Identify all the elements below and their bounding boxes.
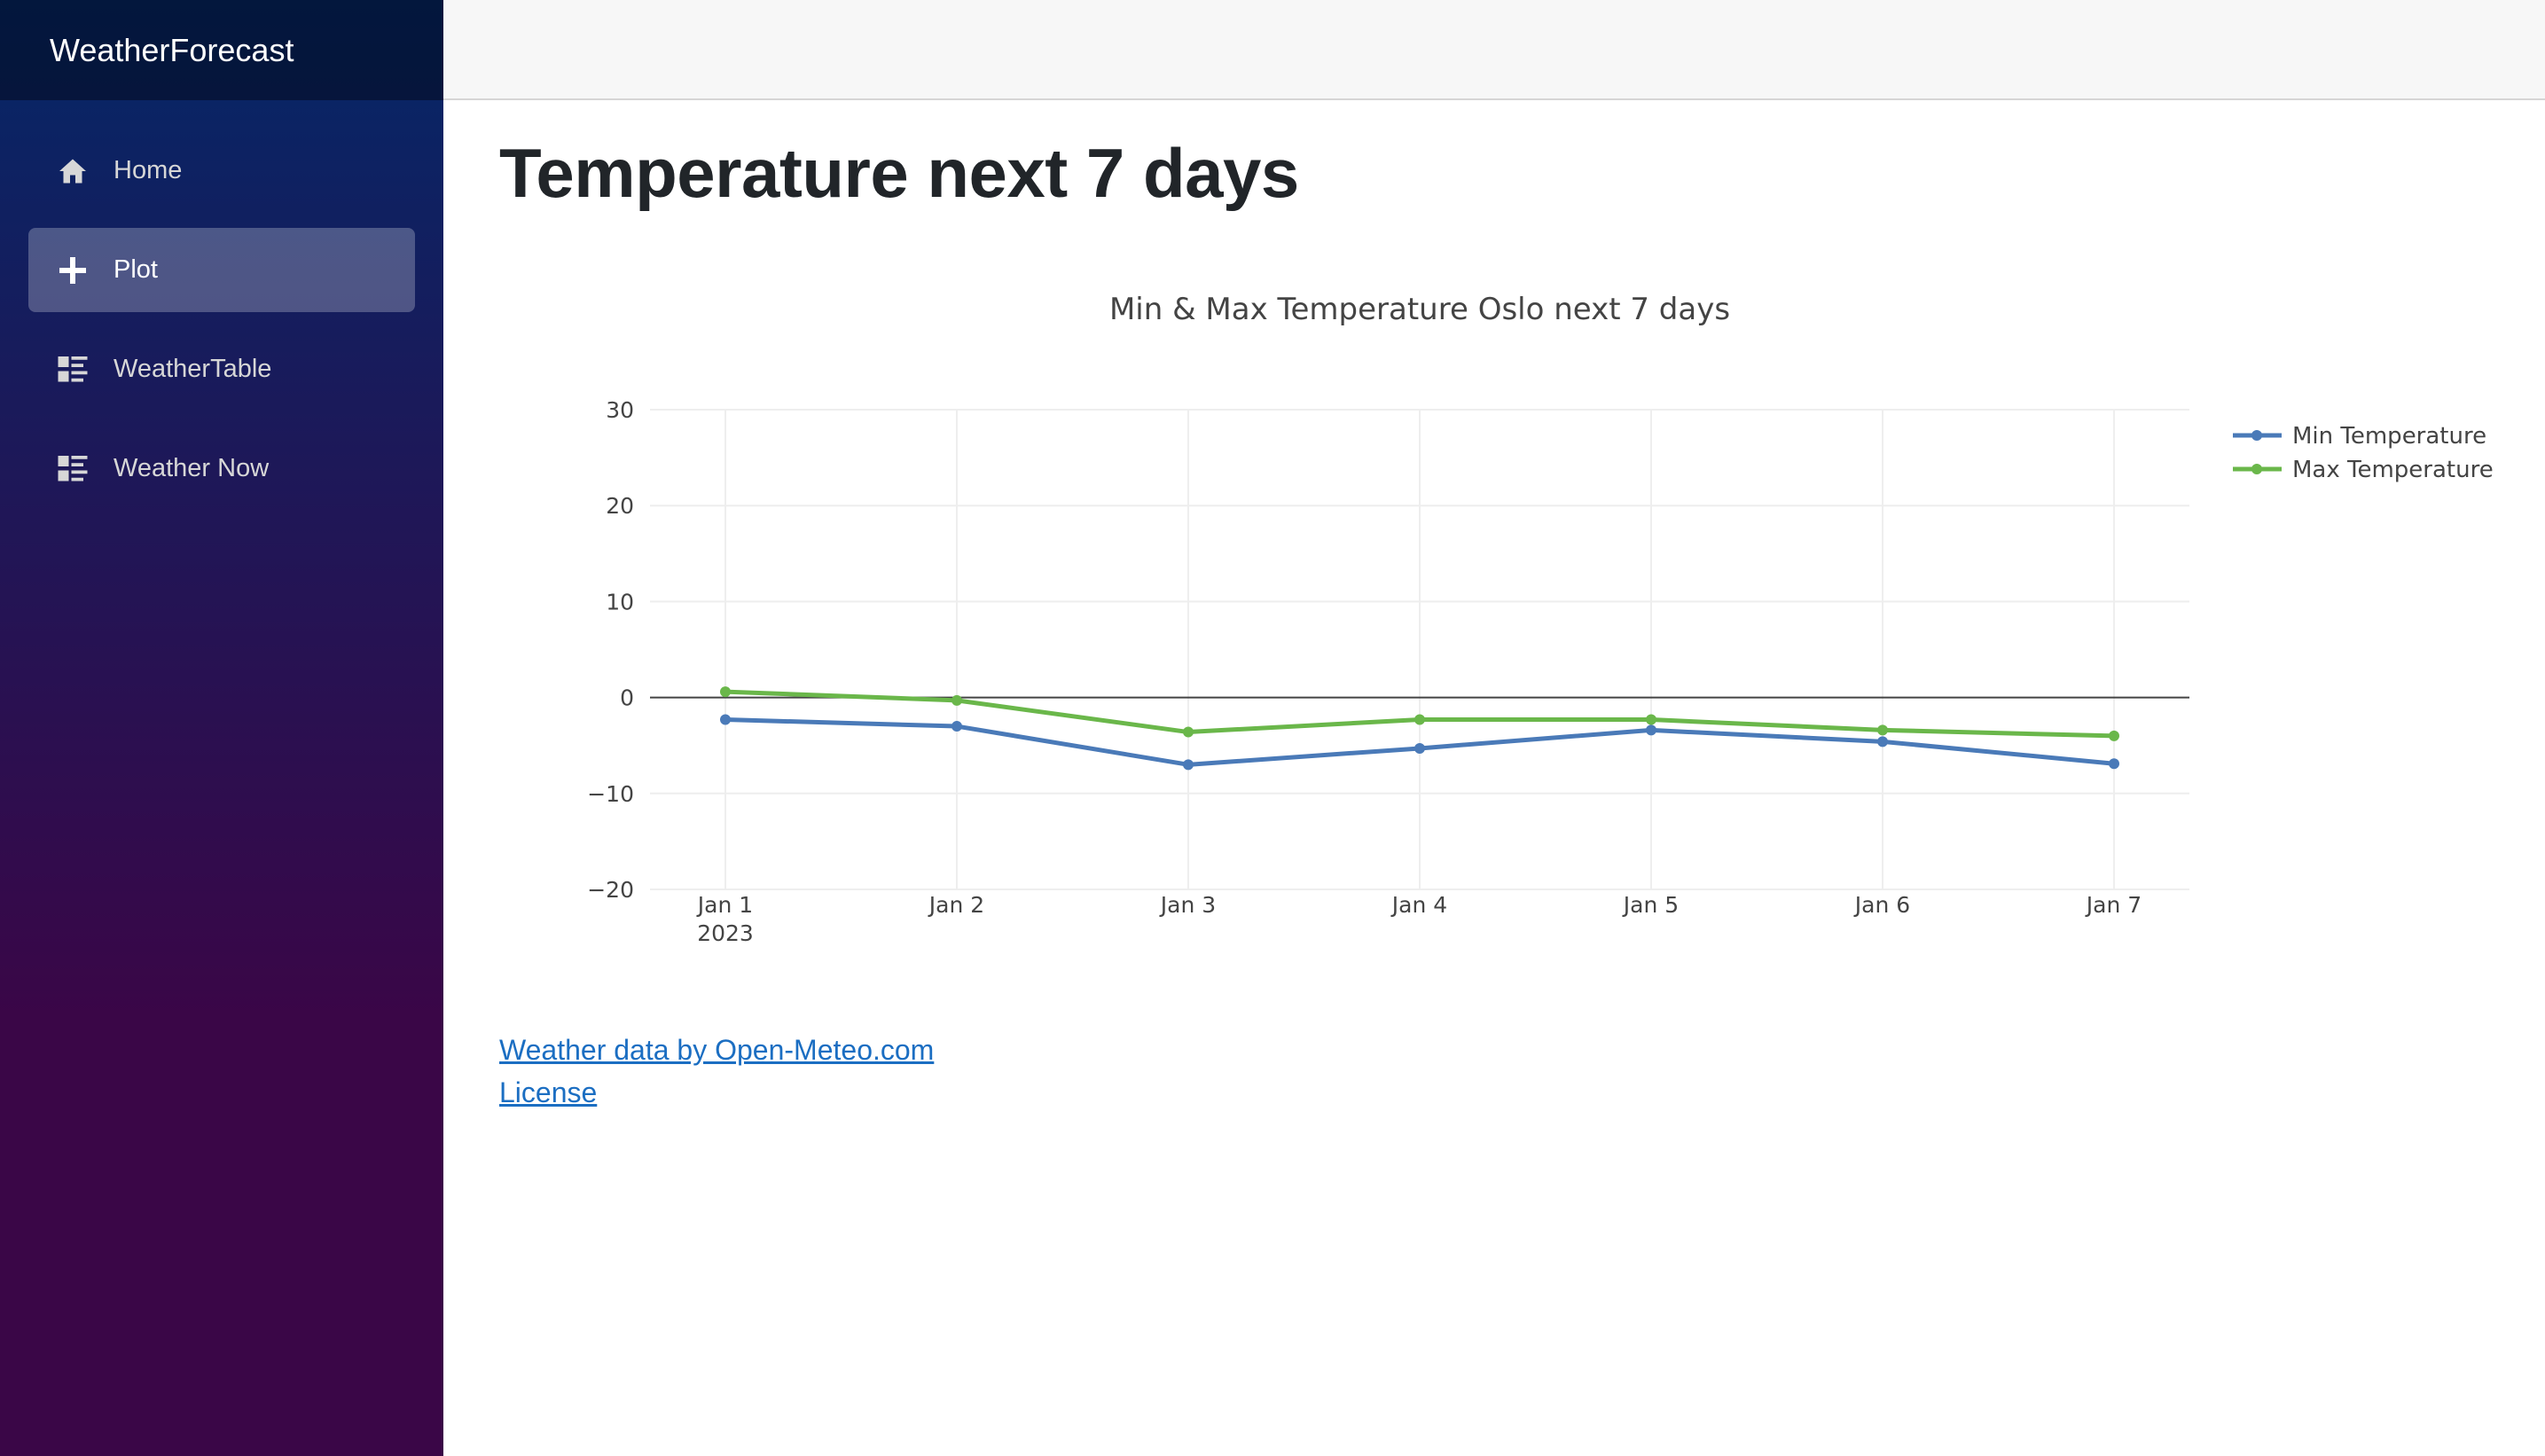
chart-svg: Min & Max Temperature Oslo next 7 days 30…: [587, 292, 2494, 946]
x-tick-label: Jan 2: [928, 892, 984, 918]
sidebar-item-plot[interactable]: Plot: [28, 228, 415, 312]
sidebar-item-home[interactable]: Home: [28, 129, 415, 213]
data-point[interactable]: [720, 686, 731, 698]
sidebar: WeatherForecast Home Plot WeatherTable: [0, 0, 443, 1456]
footer-links: Weather data by Open-Meteo.com License: [499, 1029, 934, 1114]
data-point[interactable]: [1646, 724, 1656, 736]
y-tick-label: 30: [606, 397, 634, 423]
license-link[interactable]: License: [499, 1076, 598, 1108]
open-meteo-link[interactable]: Weather data by Open-Meteo.com: [499, 1034, 935, 1066]
list-icon: [55, 352, 90, 387]
legend-marker: [2251, 430, 2262, 441]
data-point[interactable]: [951, 694, 962, 706]
y-tick-label: −20: [587, 877, 634, 903]
chart-title: Min & Max Temperature Oslo next 7 days: [1109, 292, 1730, 327]
sidebar-item-weather-now[interactable]: Weather Now: [28, 427, 415, 511]
temperature-chart: Min & Max Temperature Oslo next 7 days 30…: [499, 266, 2539, 975]
x-tick-label: Jan 7: [2085, 892, 2142, 918]
legend-label[interactable]: Min Temperature: [2292, 423, 2486, 450]
y-tick-label: 10: [606, 589, 634, 614]
sidebar-item-label: Weather Now: [114, 454, 270, 482]
data-point[interactable]: [1414, 714, 1425, 725]
x-tick-label: Jan 6: [1853, 892, 1910, 918]
legend-label[interactable]: Max Temperature: [2292, 457, 2494, 483]
data-point[interactable]: [1183, 759, 1194, 771]
data-point[interactable]: [1877, 736, 1888, 748]
y-tick-label: 20: [606, 493, 634, 519]
x-tick-label: Jan 3: [1159, 892, 1216, 918]
plus-icon: [55, 253, 90, 288]
app-brand[interactable]: WeatherForecast: [50, 31, 294, 68]
data-point[interactable]: [1414, 742, 1425, 754]
home-icon: [55, 153, 90, 189]
top-bar: [443, 0, 2545, 100]
sidebar-item-label: Plot: [114, 255, 158, 284]
sidebar-nav: Home Plot WeatherTable: [0, 129, 443, 526]
legend-marker: [2251, 464, 2262, 474]
x-tick-label: Jan 5: [1622, 892, 1679, 918]
sidebar-item-weathertable[interactable]: WeatherTable: [28, 327, 415, 411]
sidebar-item-label: Home: [114, 156, 183, 184]
data-point[interactable]: [951, 721, 962, 732]
data-point[interactable]: [1183, 726, 1194, 738]
page-title: Temperature next 7 days: [499, 134, 1299, 212]
sidebar-item-label: WeatherTable: [114, 355, 272, 383]
x-tick-label: Jan 1: [696, 892, 753, 918]
data-point[interactable]: [1877, 724, 1888, 736]
data-point[interactable]: [2109, 758, 2119, 770]
x-tick-label: Jan 4: [1390, 892, 1447, 918]
x-year-label: 2023: [697, 920, 754, 946]
y-tick-label: 0: [620, 685, 634, 711]
data-point[interactable]: [720, 714, 731, 725]
data-point[interactable]: [1646, 714, 1656, 725]
list-icon: [55, 451, 90, 487]
data-point[interactable]: [2109, 730, 2119, 741]
y-tick-label: −10: [587, 781, 634, 807]
brand-bar: WeatherForecast: [0, 0, 443, 100]
